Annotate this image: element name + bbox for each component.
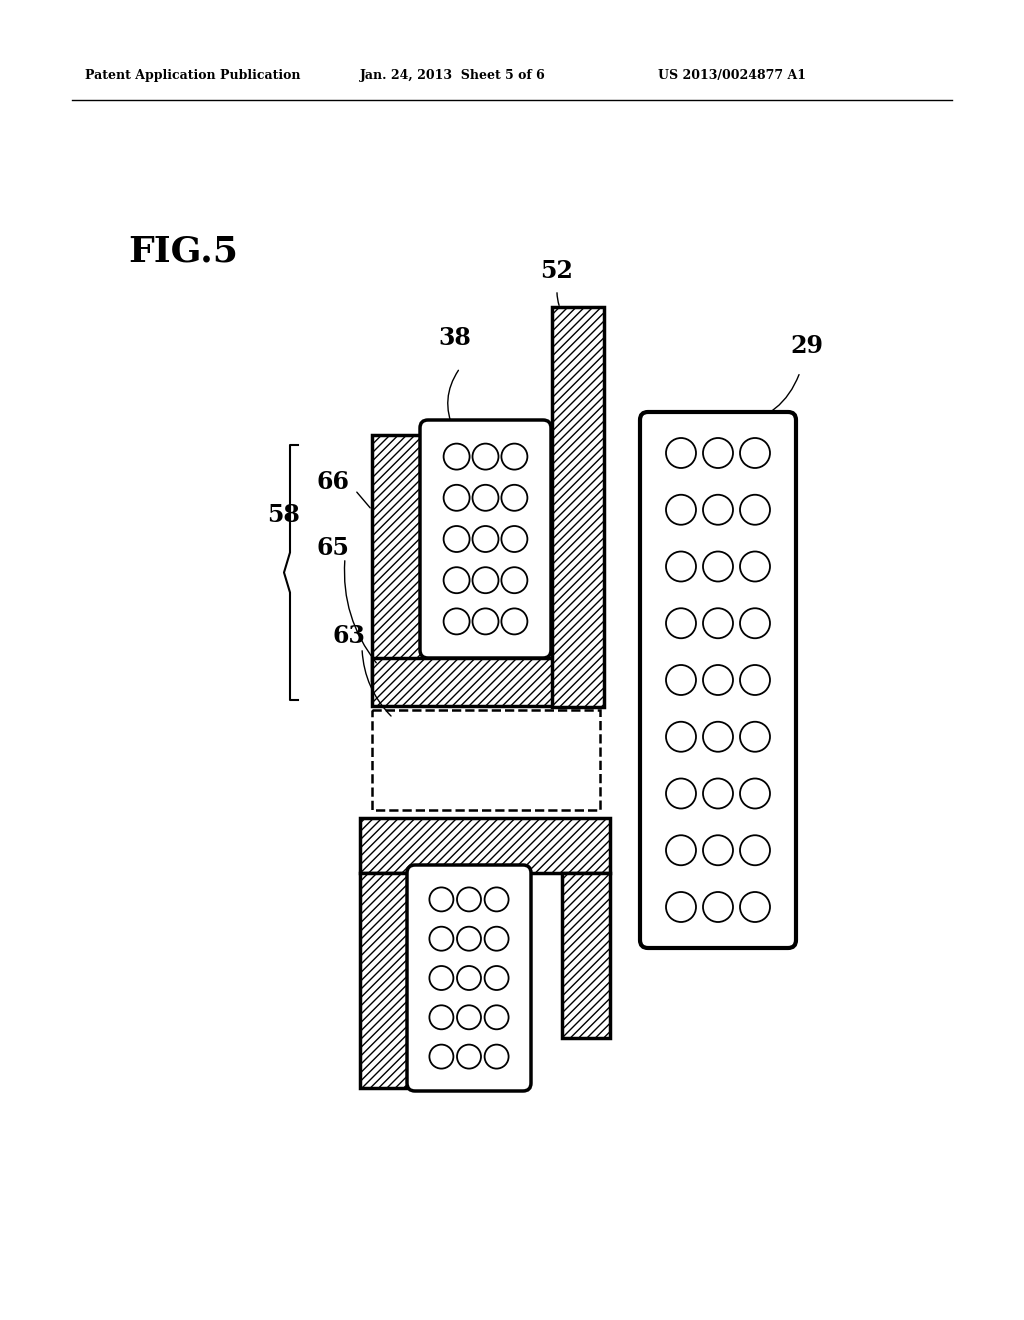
Text: Jan. 24, 2013  Sheet 5 of 6: Jan. 24, 2013 Sheet 5 of 6 [360,69,546,82]
Text: 38: 38 [438,326,471,350]
Bar [372,436,424,680]
Text: 63: 63 [332,624,365,648]
Text: 52: 52 [540,259,572,282]
Text: 58: 58 [267,503,300,527]
Text: Patent Application Publication: Patent Application Publication [85,69,300,82]
Text: 65: 65 [317,536,350,560]
Bar [562,873,610,1038]
Bar [552,308,604,708]
FancyBboxPatch shape [407,865,531,1092]
FancyBboxPatch shape [420,420,551,657]
Text: US 2013/0024877 A1: US 2013/0024877 A1 [658,69,806,82]
Bar [360,818,610,873]
FancyBboxPatch shape [640,412,796,948]
Bar [372,710,600,810]
Text: 29: 29 [790,334,823,358]
Text: FIG.5: FIG.5 [128,235,238,269]
Bar [360,873,408,1088]
Bar [372,657,600,706]
Text: 66: 66 [317,470,350,494]
